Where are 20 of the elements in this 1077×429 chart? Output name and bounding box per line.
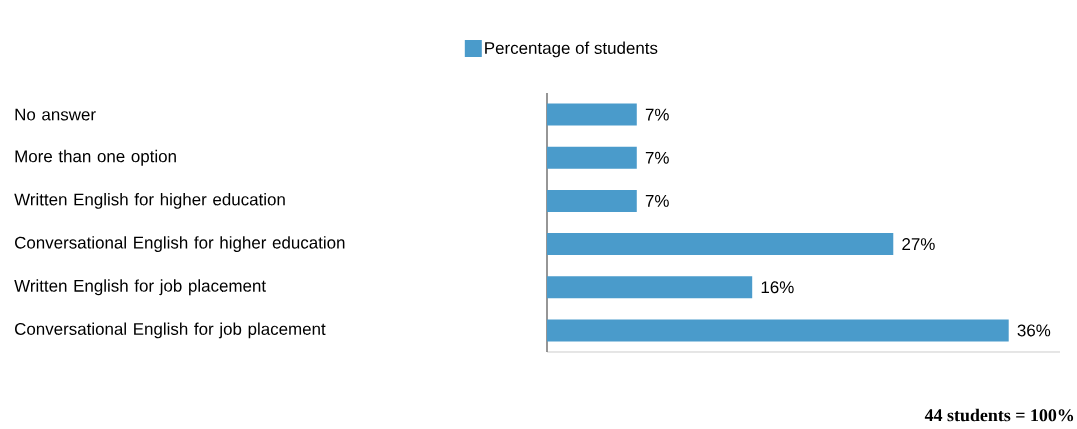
y-tick-label: Conversational English for higher education bbox=[15, 236, 345, 252]
legend-label: Percentage of students bbox=[485, 41, 658, 58]
y-tick-label: Written English for higher education bbox=[14, 193, 285, 209]
y-tick-label: Written English for job placement bbox=[14, 279, 266, 296]
data-label: 7% bbox=[645, 151, 669, 164]
y-tick-label: No answer bbox=[15, 108, 96, 121]
bar bbox=[547, 103, 637, 126]
bar bbox=[547, 146, 637, 169]
y-tick-label: More than one option bbox=[15, 149, 176, 166]
data-label: 16% bbox=[761, 281, 794, 294]
bar bbox=[547, 276, 753, 299]
data-label: 27% bbox=[902, 238, 935, 251]
bar bbox=[547, 189, 637, 212]
data-label: 36% bbox=[1017, 324, 1051, 337]
text: 44 students = 100% bbox=[924, 408, 1074, 422]
bar bbox=[547, 233, 894, 256]
bar bbox=[547, 319, 1009, 342]
data-label: 7% bbox=[645, 195, 669, 207]
y-tick-label: Conversational English for job placement bbox=[15, 322, 326, 339]
data-label: 7% bbox=[645, 108, 669, 121]
